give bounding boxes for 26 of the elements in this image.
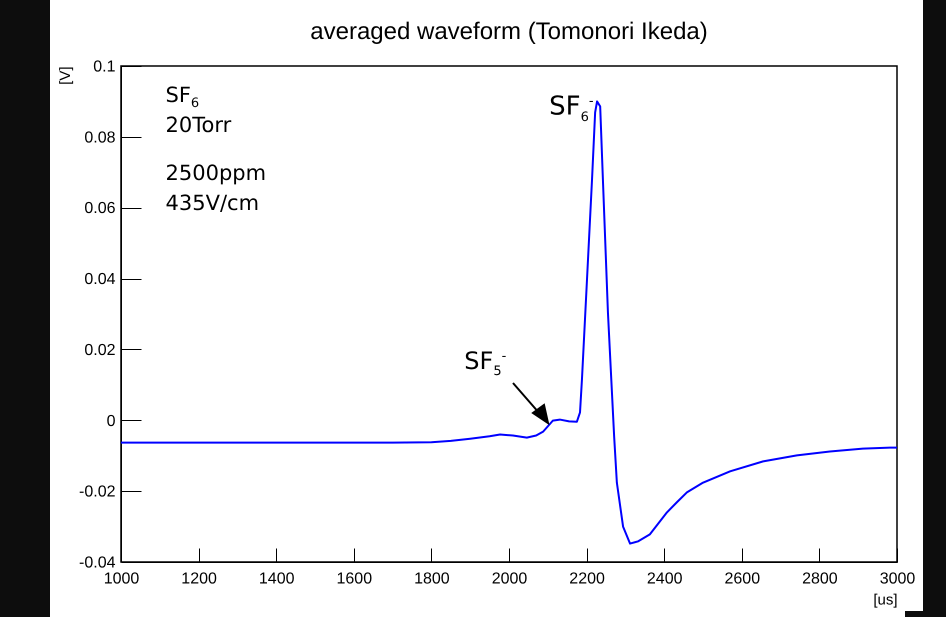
x-tick-label: 2600 (724, 570, 760, 588)
annotation: SF$_{6}$ (166, 82, 200, 111)
y-tick-label: 0.08 (84, 129, 116, 146)
x-tick-label: 2000 (492, 570, 528, 588)
y-tick-label: 0.1 (93, 58, 116, 76)
x-tick-label: 1400 (258, 570, 295, 588)
x-tick-label: 2800 (802, 570, 838, 588)
annotation: 20Torr (166, 112, 232, 138)
y-tick-label: 0.04 (84, 271, 116, 288)
annotation: 2500ppm (166, 160, 266, 186)
x-tick-label: 3000 (880, 570, 916, 588)
annotation: 435V/cm (166, 190, 260, 216)
x-tick-label: 2200 (569, 570, 605, 588)
y-tick-label: 0.06 (84, 200, 116, 218)
x-tick-label: 1200 (181, 570, 217, 588)
y-tick-label: 0.02 (84, 342, 116, 359)
x-tick-label: 1800 (414, 570, 450, 588)
x-tick-label: 2400 (646, 570, 683, 588)
x-axis-title: [us] (873, 592, 898, 608)
chart-title: averaged waveform (Tomonori Ikeda) (310, 18, 708, 45)
y-tick-label: -0.02 (79, 484, 116, 501)
x-tick-label: 1600 (336, 570, 372, 588)
y-tick-label: -0.04 (79, 554, 116, 572)
y-axis-title: [V] (57, 66, 74, 85)
x-tick-label: 1000 (104, 570, 140, 588)
y-tick-label: 0 (106, 412, 116, 430)
